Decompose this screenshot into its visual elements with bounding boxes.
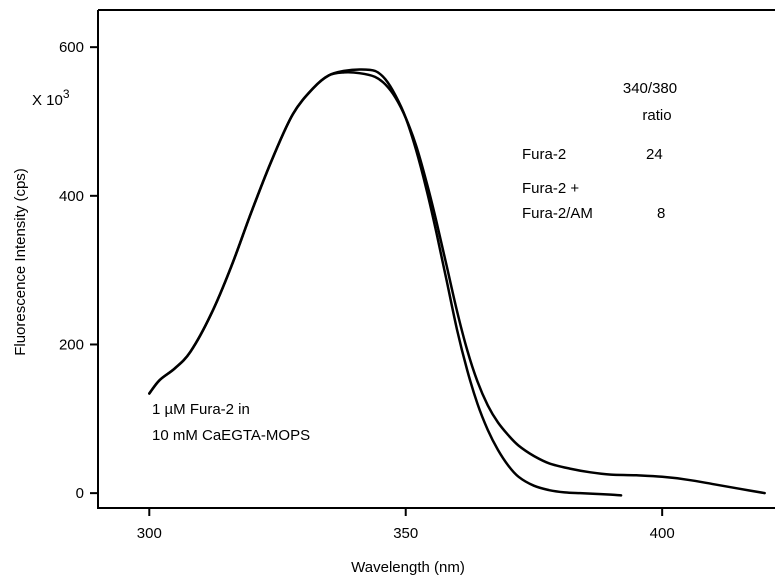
sample-annotation-line1: 1 µM Fura-2 in — [152, 401, 250, 418]
y-tick-label-400: 400 — [59, 188, 84, 205]
y-axis-ticks: 0 200 400 600 — [59, 39, 98, 502]
ratio-row2-name-line2: Fura-2/AM — [522, 205, 593, 222]
x-axis-ticks: 300 350 400 — [137, 508, 675, 542]
ratio-header-line1: 340/380 — [623, 80, 677, 97]
ratio-header-line2: ratio — [642, 107, 671, 124]
y-tick-label-200: 200 — [59, 336, 84, 353]
series-line-2 — [148, 71, 766, 495]
ratio-row1-value: 24 — [646, 146, 663, 163]
y-tick-label-600: 600 — [59, 39, 84, 56]
series-layer — [148, 68, 766, 497]
ratio-row2-name-line1: Fura-2 + — [522, 180, 579, 197]
plot-frame — [97, 9, 775, 509]
x-tick-label-400: 400 — [650, 525, 675, 542]
x-axis-label: Wavelength (nm) — [351, 559, 465, 575]
y-multiplier-exponent: 3 — [63, 87, 70, 101]
ratio-row1-name: Fura-2 — [522, 146, 566, 163]
y-multiplier-label: X 103 — [32, 87, 70, 109]
y-axis-label: Fluorescence Intensity (cps) — [12, 168, 29, 356]
y-tick-label-0: 0 — [76, 485, 84, 502]
x-tick-label-300: 300 — [137, 525, 162, 542]
x-tick-label-350: 350 — [393, 525, 418, 542]
ratio-row2-value: 8 — [657, 205, 665, 222]
sample-annotation-line2: 10 mM CaEGTA-MOPS — [152, 427, 310, 444]
